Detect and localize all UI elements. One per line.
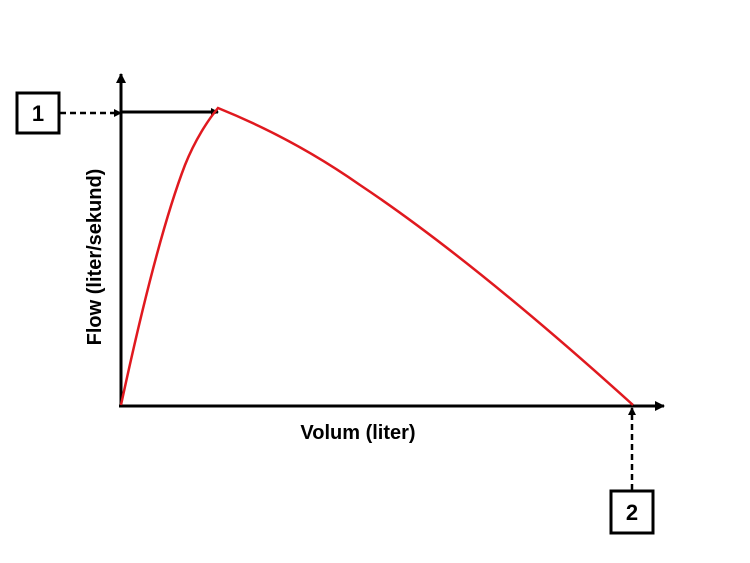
marker-1-box bbox=[15, 91, 61, 135]
marker-2-box bbox=[609, 489, 655, 535]
x-axis-label: Volum (liter) bbox=[300, 422, 415, 444]
marker-1-label: 1 bbox=[32, 101, 44, 126]
marker-2-label: 2 bbox=[626, 500, 638, 525]
y-axis-label: Flow (liter/sekund) bbox=[84, 169, 106, 346]
flow-volume-curve bbox=[119, 106, 634, 406]
